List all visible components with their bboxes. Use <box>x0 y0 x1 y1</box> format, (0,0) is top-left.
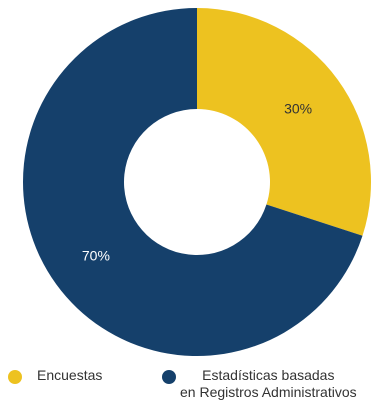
slice-label-registros: 70% <box>82 248 110 264</box>
slice-encuestas[interactable] <box>197 8 371 236</box>
legend-label-encuestas: Encuestas <box>37 367 103 383</box>
slice-registros[interactable] <box>22 8 363 356</box>
donut-chart: 30% 70% <box>22 8 371 356</box>
legend-label-registros: Estadísticas basadas en Registros Admini… <box>180 367 357 400</box>
slice-labels: 30% 70% <box>82 101 312 264</box>
chart-legend: Encuestas Estadísticas basadas en Regist… <box>0 367 376 403</box>
slice-label-encuestas: 30% <box>284 101 312 117</box>
donut-slices <box>22 8 371 356</box>
legend-swatch-registros <box>162 370 176 384</box>
legend-item-registros[interactable]: Estadísticas basadas en Registros Admini… <box>162 367 357 401</box>
legend-swatch-encuestas <box>8 370 22 384</box>
legend-item-encuestas[interactable]: Encuestas <box>8 367 102 384</box>
